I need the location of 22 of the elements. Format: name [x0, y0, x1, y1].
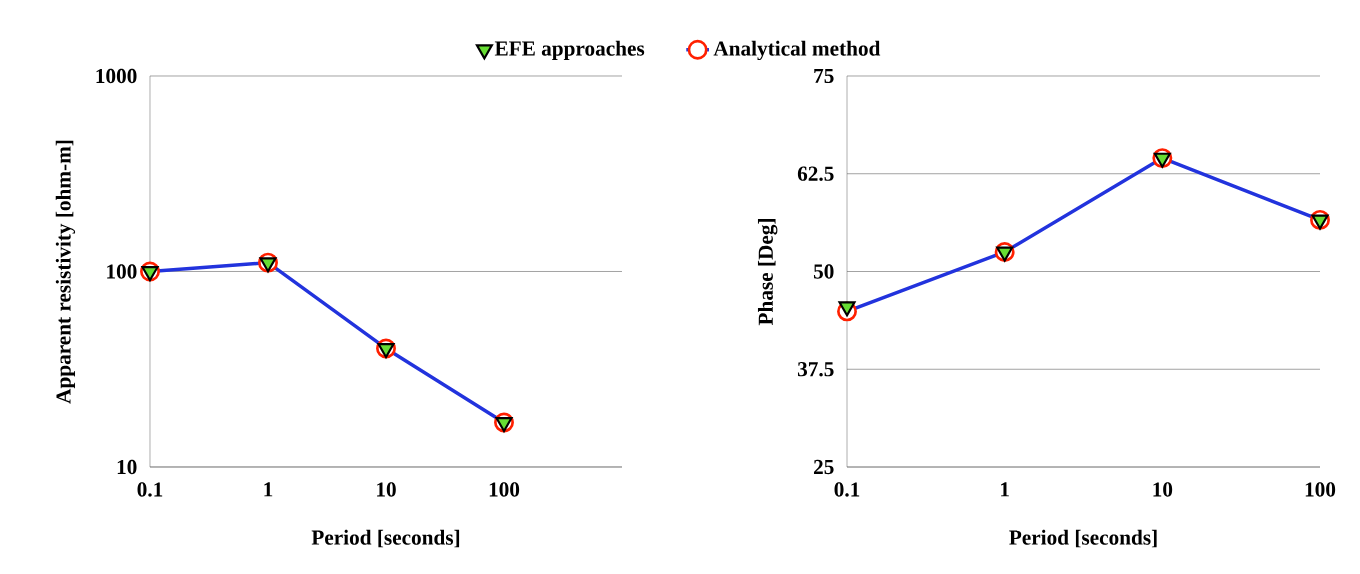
y-tick-label: 25: [813, 459, 834, 475]
x-tick-label: 100: [1305, 482, 1336, 497]
x-tick-label: 0.1: [834, 482, 860, 497]
y-axis-title: Phase [Deg]: [757, 219, 778, 326]
y-axis-title: Apparent resistivity [ohm-m]: [55, 140, 76, 404]
y-tick-label: 37.5: [797, 362, 834, 377]
x-tick-label: 1: [1001, 482, 1009, 497]
x-axis-title: Period [seconds]: [311, 529, 460, 548]
x-tick-label: 100: [489, 482, 520, 497]
x-axis-title: Period [seconds]: [1009, 529, 1157, 548]
y-tick-label: 50: [813, 264, 834, 279]
y-tick-label: 75: [814, 68, 834, 84]
y-tick-label: 10: [117, 459, 137, 475]
legend-label: Analytical method: [713, 40, 881, 61]
x-tick-label: 10: [1153, 482, 1173, 497]
legend-label: EFE approaches: [494, 40, 645, 61]
x-tick-label: 10: [377, 482, 396, 497]
y-tick-label: 100: [107, 264, 137, 279]
y-tick-label: 1000: [96, 68, 137, 84]
x-tick-label: 1: [264, 482, 273, 497]
y-tick-label: 62.5: [797, 166, 834, 181]
x-tick-label: 0.1: [137, 482, 163, 497]
